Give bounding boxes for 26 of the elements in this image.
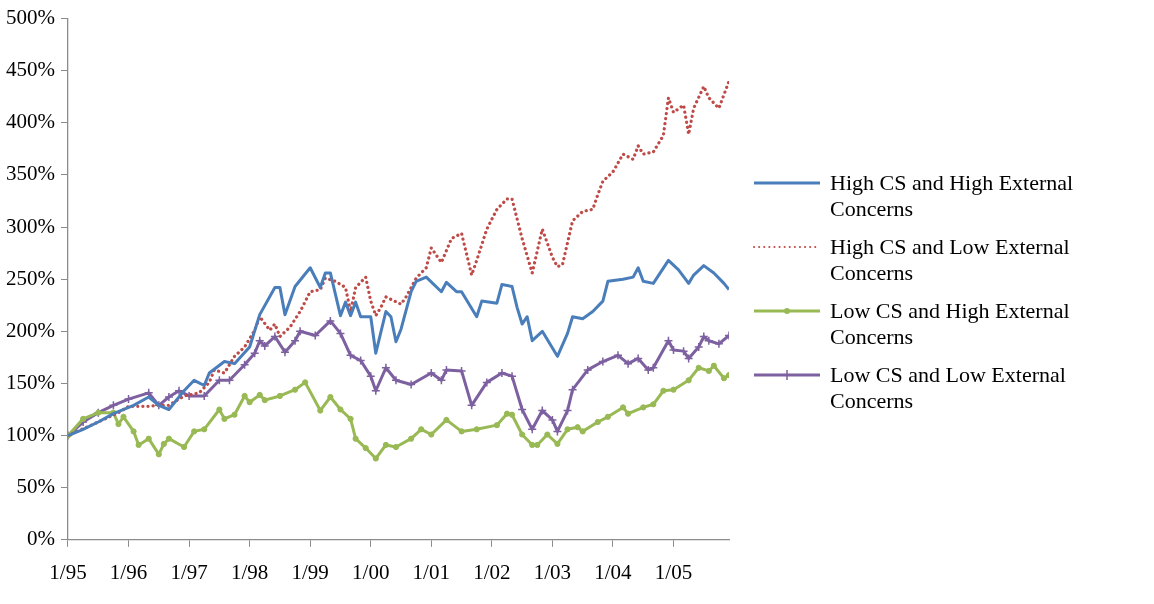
x-tick-label: 1/96: [109, 559, 148, 584]
x-tick-label: 1/98: [230, 559, 269, 584]
y-tick-label: 50%: [16, 474, 55, 499]
y-tick-label: 200%: [5, 317, 55, 342]
legend-label: High CS and High External Concerns: [830, 170, 1075, 222]
y-tick-label: 500%: [5, 5, 55, 30]
y-tick-label: 300%: [5, 213, 55, 238]
y-tick-label: 100%: [5, 422, 55, 447]
y-tick-label: 250%: [5, 265, 55, 290]
legend-label: High CS and Low External Concerns: [830, 234, 1071, 286]
y-tick-label: 450%: [5, 57, 55, 82]
x-tick-label: 1/95: [49, 559, 87, 584]
x-tick-label: 1/02: [473, 559, 511, 584]
x-tick-label: 1/00: [352, 559, 390, 584]
x-tick-label: 1/01: [412, 559, 450, 584]
y-tick-label: 0%: [26, 526, 55, 551]
x-tick-label: 1/97: [170, 559, 208, 584]
y-tick-label: 150%: [5, 369, 55, 394]
x-tick-label: 1/05: [654, 559, 693, 584]
legend-label: Low CS and Low External Concerns: [830, 362, 1067, 414]
legend-label: Low CS and High External Concerns: [830, 298, 1071, 350]
x-tick-label: 1/99: [291, 559, 329, 584]
y-tick-label: 350%: [5, 161, 55, 186]
x-tick-label: 1/04: [594, 559, 633, 584]
x-tick-label: 1/03: [533, 559, 572, 584]
y-tick-label: 400%: [5, 109, 55, 134]
